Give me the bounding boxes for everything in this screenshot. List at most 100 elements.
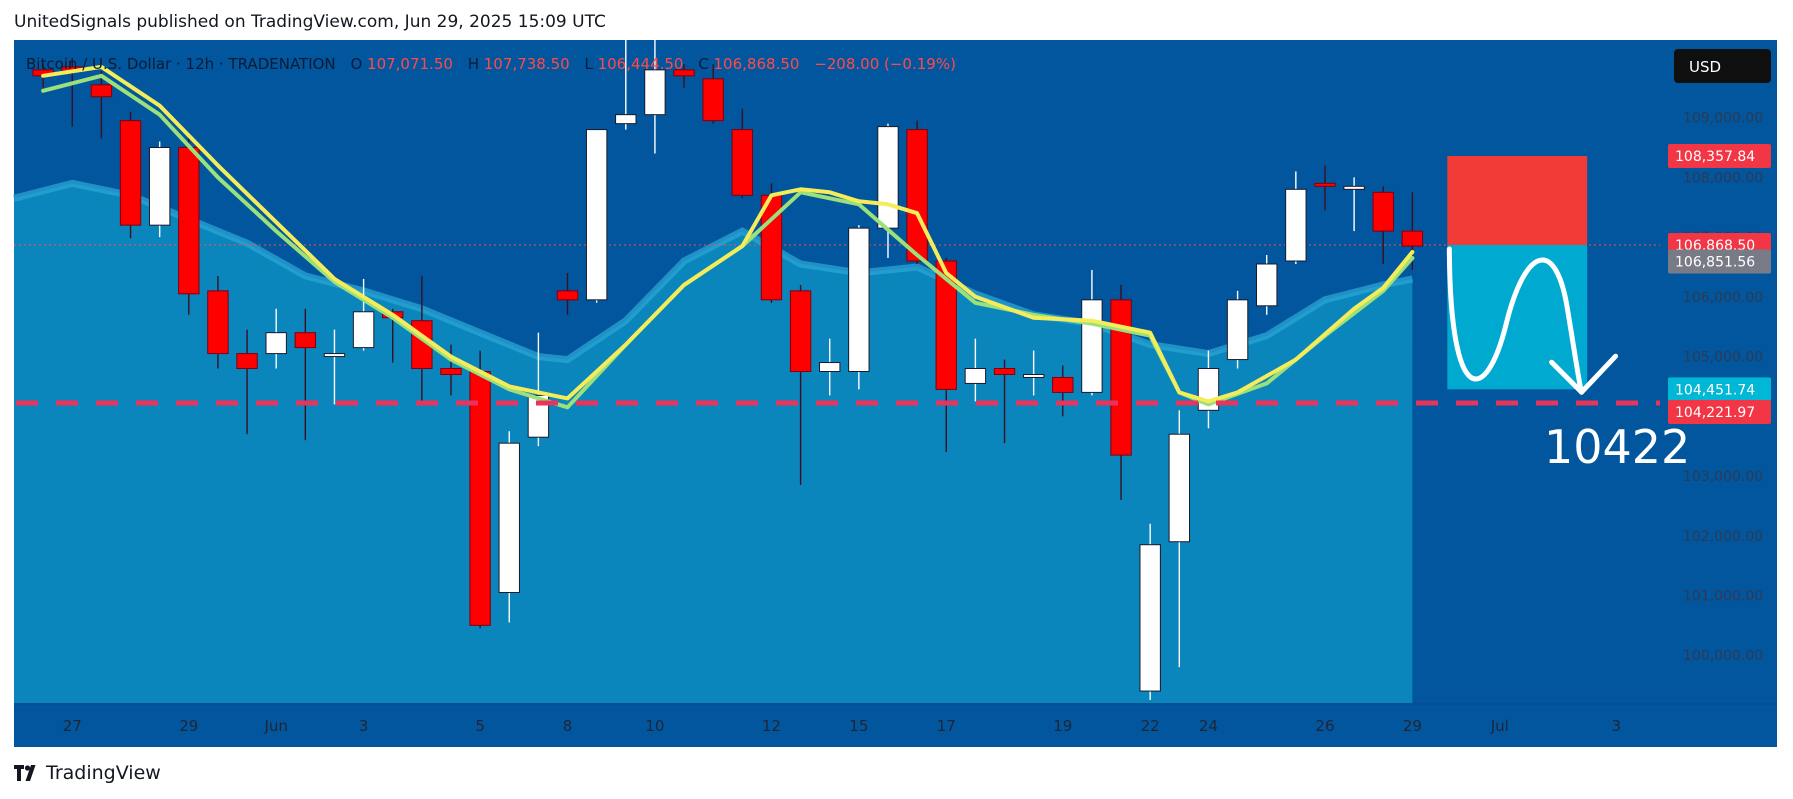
price-tick-label: 108,000.00 [1683,170,1763,186]
tradingview-logo[interactable]: TradingView [14,762,161,784]
candle [1052,365,1074,417]
time-axis-background[interactable] [14,705,1777,747]
candle [294,308,317,441]
dashed-level-badge: 104,221.97 [1668,399,1771,424]
candle-body [90,84,113,98]
ma-value-badge: 106,851.56 [1668,249,1771,274]
candle [644,40,666,154]
candle [1022,350,1045,396]
ma-value-badge-label: 106,851.56 [1675,255,1755,271]
candle [236,329,258,435]
candle-body [498,442,520,594]
time-tick-label: 22 [1141,717,1160,735]
time-tick-label: 26 [1315,717,1334,735]
candle-body [877,126,899,229]
candle-body [848,227,870,372]
target-annotation[interactable]: 10422 [1544,420,1690,474]
candle-body [731,129,754,196]
stop-loss-zone[interactable] [1447,156,1588,245]
candle-body [119,120,142,226]
candle [323,329,346,405]
candle [90,71,113,139]
low-value: 106,444.50 [598,55,684,73]
candle [1343,177,1365,232]
symbol-name: Bitcoin / U.S. Dollar · 12h · TRADENATIO… [26,55,336,73]
open-value: 107,071.50 [367,55,453,73]
time-tick-label: 10 [645,717,664,735]
candle-body [1314,182,1336,187]
price-tick-label: 102,000.00 [1683,529,1763,545]
candle [964,338,987,402]
candle-body [673,69,695,77]
candle [178,132,200,315]
drawn-wave-arrow[interactable] [1446,246,1585,395]
candle-body [585,129,608,301]
time-axis-ticks: 27 29 Jun 3 5 8 10 12 15 17 19 22 24 26 29 Jul 3 [63,717,1621,735]
time-tick-label: 29 [1403,717,1422,735]
candle-body [1343,185,1365,190]
candle-body [1401,230,1424,247]
candle [440,344,462,396]
candle-body [178,147,200,295]
candle-body [1168,433,1191,543]
candle-body [323,353,346,358]
stop-price-badge: 108,357.84 [1668,144,1771,169]
dashed-level-badge-label: 104,221.97 [1675,405,1755,421]
price-tick-label: 109,000.00 [1683,111,1763,127]
candle-body [527,394,550,438]
candle [702,63,724,124]
candle-body [207,290,229,355]
currency-badge[interactable] [1674,49,1771,83]
candle [352,278,375,351]
time-tick-label: 8 [563,717,573,735]
candle [731,108,754,199]
time-tick-label: 27 [63,717,82,735]
stop-price-badge-label: 108,357.84 [1675,149,1755,165]
candle-body [906,129,928,262]
candle-body [819,362,841,372]
candle-body [556,290,579,301]
candle [265,308,287,369]
candle-body [615,114,637,125]
candle [673,63,695,88]
high-label: H [468,55,479,73]
close-value: 106,868.50 [714,55,800,73]
low-label: L [584,55,593,73]
arrow-down-icon [1549,353,1619,395]
candle-body [644,69,666,116]
time-tick-label: 12 [762,717,781,735]
target-zone[interactable] [1447,244,1588,390]
price-tick-label: 100,000.00 [1683,648,1763,664]
candle-body [352,311,375,349]
candle-body [993,368,1016,375]
open-label: O [350,55,362,73]
candle [207,275,229,369]
candle-body [440,368,462,375]
candle-body [1226,299,1249,361]
candle [906,120,928,264]
candle-body [236,353,258,370]
high-value: 107,738.50 [484,55,570,73]
time-tick-label: 3 [1612,717,1622,735]
time-tick-label: 24 [1199,717,1218,735]
candle-body [935,260,957,390]
price-tick-label: 103,000.00 [1683,469,1763,485]
candle [615,28,637,130]
candle-body [964,368,987,384]
candle [1139,523,1161,701]
candle-body [1081,299,1103,393]
price-badges: 108,357.84106,868.50106,851.56104,451.74… [1668,144,1771,424]
candle-body [469,371,491,626]
currency-label: USD [1689,58,1721,76]
candle [993,359,1016,444]
time-tick-label: 3 [359,717,369,735]
candle-body [1372,191,1394,232]
candle [119,111,142,239]
price-tick-label: 101,000.00 [1683,588,1763,604]
candle [585,129,608,303]
price-tick-label: 105,000.00 [1683,350,1763,366]
candle-body [1285,188,1307,262]
candle [1226,290,1249,369]
tradingview-logo-icon [14,765,36,781]
